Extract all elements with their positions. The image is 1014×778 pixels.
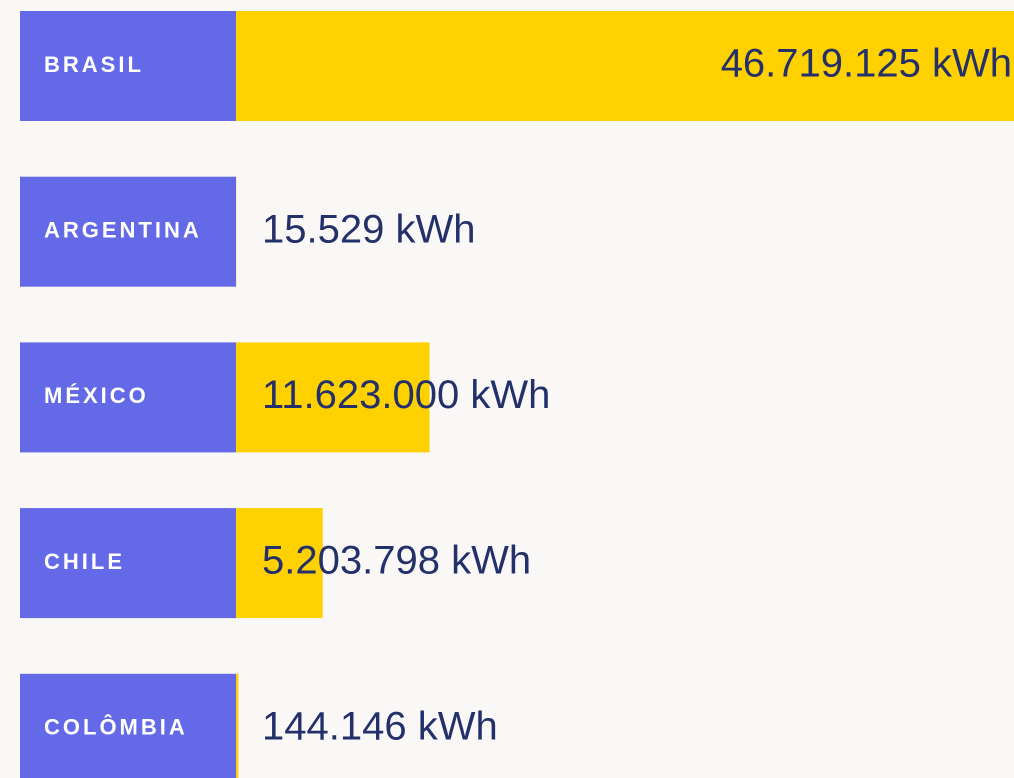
category-label: CHILE xyxy=(44,549,125,574)
bar xyxy=(236,508,323,619)
value-label: 144.146 kWh xyxy=(262,704,498,748)
category-label: MÉXICO xyxy=(44,383,149,408)
bar xyxy=(236,673,239,778)
category-box xyxy=(20,673,236,778)
value-label: 11.623.000 kWh xyxy=(262,373,550,417)
category-box xyxy=(20,176,236,287)
bar xyxy=(236,11,1014,121)
category-label: COLÔMBIA xyxy=(44,715,188,740)
bar xyxy=(236,342,430,453)
category-label: BRASIL xyxy=(44,52,144,77)
category-box xyxy=(20,508,236,619)
category-box xyxy=(20,11,236,121)
value-label: 15.529 kWh xyxy=(262,207,475,251)
category-box xyxy=(20,342,236,453)
category-label: ARGENTINA xyxy=(44,218,202,243)
value-label: 46.719.125 kWh xyxy=(721,42,1012,86)
value-label: 5.203.798 kWh xyxy=(262,539,531,583)
